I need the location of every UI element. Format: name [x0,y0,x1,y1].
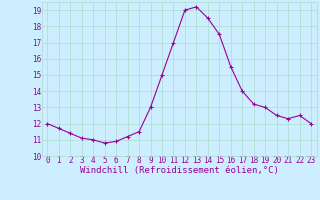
X-axis label: Windchill (Refroidissement éolien,°C): Windchill (Refroidissement éolien,°C) [80,166,279,175]
